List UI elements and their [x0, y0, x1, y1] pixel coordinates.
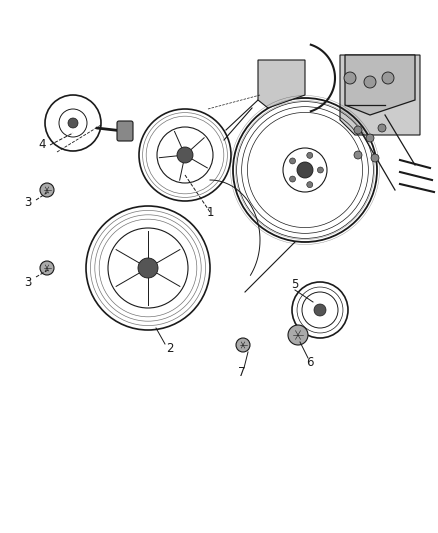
- Circle shape: [177, 147, 193, 163]
- Circle shape: [314, 304, 326, 316]
- Text: 2: 2: [166, 342, 174, 354]
- Text: 5: 5: [291, 279, 299, 292]
- Text: 6: 6: [306, 356, 314, 368]
- Circle shape: [307, 182, 313, 188]
- Circle shape: [290, 176, 296, 182]
- Circle shape: [366, 134, 374, 142]
- Text: 4: 4: [38, 139, 46, 151]
- Circle shape: [290, 158, 296, 164]
- Text: 3: 3: [25, 276, 32, 288]
- Circle shape: [354, 151, 362, 159]
- Circle shape: [382, 72, 394, 84]
- Circle shape: [378, 124, 386, 132]
- Circle shape: [364, 76, 376, 88]
- Circle shape: [236, 338, 250, 352]
- Circle shape: [288, 325, 308, 345]
- Circle shape: [318, 167, 323, 173]
- Text: 1: 1: [206, 206, 214, 219]
- Text: 7: 7: [238, 367, 246, 379]
- Circle shape: [138, 258, 158, 278]
- Polygon shape: [258, 60, 305, 108]
- Circle shape: [68, 118, 78, 128]
- Circle shape: [344, 72, 356, 84]
- Circle shape: [307, 152, 313, 158]
- Text: 3: 3: [25, 197, 32, 209]
- Circle shape: [40, 183, 54, 197]
- Circle shape: [354, 126, 362, 134]
- Polygon shape: [340, 55, 420, 135]
- Polygon shape: [345, 55, 415, 115]
- Circle shape: [40, 261, 54, 275]
- FancyBboxPatch shape: [117, 121, 133, 141]
- Circle shape: [371, 154, 379, 162]
- Circle shape: [297, 162, 313, 178]
